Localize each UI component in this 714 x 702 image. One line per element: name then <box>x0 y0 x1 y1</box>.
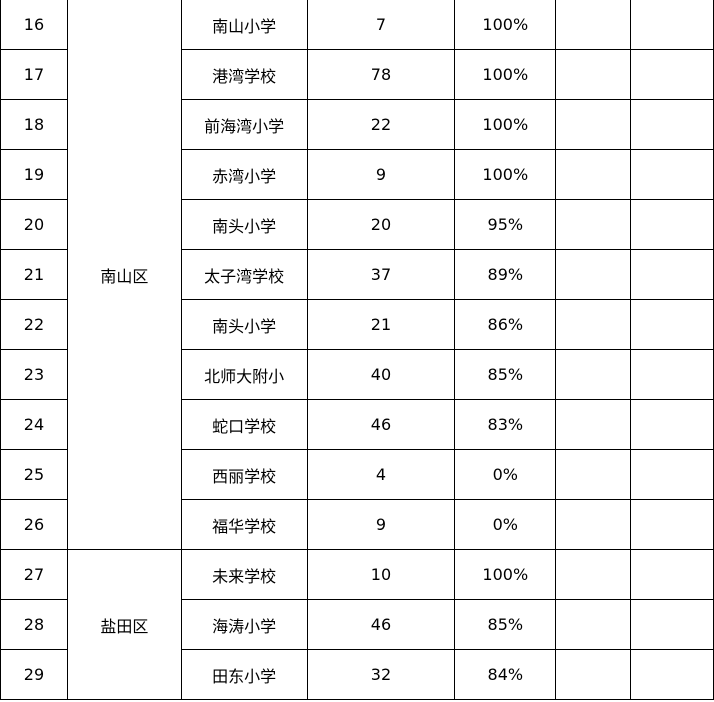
count-cell: 22 <box>306 99 456 150</box>
empty-cell <box>630 449 714 500</box>
empty-cell <box>555 299 632 350</box>
rate-cell: 86% <box>454 299 557 350</box>
empty-cell <box>555 599 632 650</box>
empty-cell <box>555 0 632 50</box>
empty-cell <box>555 199 632 250</box>
row-number-cell: 19 <box>0 149 68 200</box>
row-number-cell: 25 <box>0 449 68 500</box>
row-number-cell: 22 <box>0 299 68 350</box>
rate-cell: 100% <box>454 549 557 600</box>
school-name-cell: 太子湾学校 <box>180 249 308 300</box>
rate-cell: 84% <box>454 649 557 700</box>
rate-cell: 85% <box>454 349 557 400</box>
table-row: 17 港湾学校 78 100% <box>0 49 714 100</box>
count-cell: 32 <box>306 649 456 700</box>
table-row: 29 田东小学 32 84% <box>0 649 714 700</box>
count-cell: 9 <box>306 499 456 550</box>
table-row: 22 南头小学 21 86% <box>0 299 714 350</box>
row-number-cell: 20 <box>0 199 68 250</box>
rate-cell: 89% <box>454 249 557 300</box>
empty-cell <box>630 399 714 450</box>
school-name-cell: 南头小学 <box>180 199 308 250</box>
empty-cell <box>630 49 714 100</box>
rate-cell: 0% <box>454 449 557 500</box>
rate-cell: 85% <box>454 599 557 650</box>
row-number-cell: 27 <box>0 549 68 600</box>
school-name-cell: 南山小学 <box>180 0 308 50</box>
count-cell: 4 <box>306 449 456 500</box>
row-number-cell: 24 <box>0 399 68 450</box>
table-row: 23 北师大附小 40 85% <box>0 349 714 400</box>
school-name-cell: 西丽学校 <box>180 449 308 500</box>
empty-cell <box>630 249 714 300</box>
table-row: 18 前海湾小学 22 100% <box>0 99 714 150</box>
empty-cell <box>555 49 632 100</box>
rate-cell: 83% <box>454 399 557 450</box>
count-cell: 37 <box>306 249 456 300</box>
table-row: 26 福华学校 9 0% <box>0 499 714 550</box>
rate-cell: 100% <box>454 49 557 100</box>
empty-cell <box>630 99 714 150</box>
rate-cell: 100% <box>454 149 557 200</box>
table-row: 20 南头小学 20 95% <box>0 199 714 250</box>
count-cell: 9 <box>306 149 456 200</box>
count-cell: 78 <box>306 49 456 100</box>
table-row: 19 赤湾小学 9 100% <box>0 149 714 200</box>
school-name-cell: 未来学校 <box>180 549 308 600</box>
empty-cell <box>555 499 632 550</box>
empty-cell <box>555 549 632 600</box>
empty-cell <box>630 0 714 50</box>
rate-cell: 100% <box>454 99 557 150</box>
school-name-cell: 蛇口学校 <box>180 399 308 450</box>
count-cell: 46 <box>306 399 456 450</box>
empty-cell <box>630 599 714 650</box>
count-cell: 46 <box>306 599 456 650</box>
rate-cell: 95% <box>454 199 557 250</box>
empty-cell <box>630 549 714 600</box>
empty-cell <box>630 349 714 400</box>
row-number-cell: 26 <box>0 499 68 550</box>
empty-cell <box>630 499 714 550</box>
table-row: 27 盐田区 未来学校 10 100% <box>0 549 714 700</box>
count-cell: 10 <box>306 549 456 600</box>
row-number-cell: 16 <box>0 0 68 50</box>
empty-cell <box>630 149 714 200</box>
row-number-cell: 17 <box>0 49 68 100</box>
row-number-cell: 23 <box>0 349 68 400</box>
district-cell: 盐田区 <box>66 549 182 700</box>
rate-cell: 100% <box>454 0 557 50</box>
empty-cell <box>555 399 632 450</box>
empty-cell <box>555 449 632 500</box>
school-name-cell: 南头小学 <box>180 299 308 350</box>
empty-cell <box>555 649 632 700</box>
school-name-cell: 北师大附小 <box>180 349 308 400</box>
school-name-cell: 前海湾小学 <box>180 99 308 150</box>
count-cell: 20 <box>306 199 456 250</box>
district-cell: 南山区 <box>66 0 182 550</box>
empty-cell <box>630 649 714 700</box>
empty-cell <box>555 249 632 300</box>
empty-cell <box>555 149 632 200</box>
row-number-cell: 29 <box>0 649 68 700</box>
count-cell: 7 <box>306 0 456 50</box>
table-row: 24 蛇口学校 46 83% <box>0 399 714 450</box>
school-name-cell: 田东小学 <box>180 649 308 700</box>
school-name-cell: 赤湾小学 <box>180 149 308 200</box>
school-name-cell: 海涛小学 <box>180 599 308 650</box>
table-row: 16 南山区 南山小学 7 100% <box>0 0 714 550</box>
empty-cell <box>555 99 632 150</box>
empty-cell <box>630 299 714 350</box>
count-cell: 40 <box>306 349 456 400</box>
row-number-cell: 21 <box>0 249 68 300</box>
school-name-cell: 福华学校 <box>180 499 308 550</box>
school-name-cell: 港湾学校 <box>180 49 308 100</box>
row-number-cell: 28 <box>0 599 68 650</box>
empty-cell <box>630 199 714 250</box>
count-cell: 21 <box>306 299 456 350</box>
row-number-cell: 18 <box>0 99 68 150</box>
rate-cell: 0% <box>454 499 557 550</box>
empty-cell <box>555 349 632 400</box>
